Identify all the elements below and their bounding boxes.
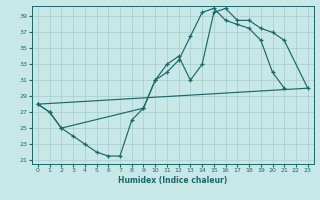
X-axis label: Humidex (Indice chaleur): Humidex (Indice chaleur) <box>118 176 228 185</box>
